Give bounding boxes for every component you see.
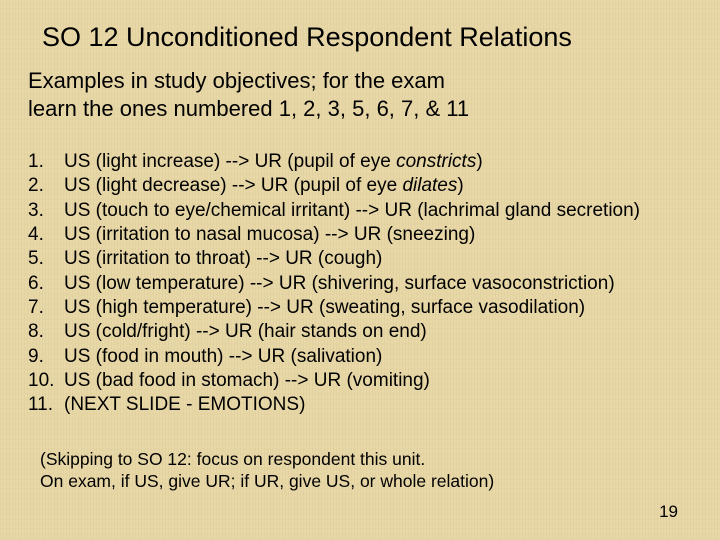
list-item-text: US (low temperature) --> UR (shivering, … xyxy=(64,272,615,296)
list-item: 10.US (bad food in stomach) --> UR (vomi… xyxy=(28,369,692,393)
list-item-number: 1. xyxy=(28,150,64,174)
footnote-line-2: On exam, if US, give UR; if UR, give US,… xyxy=(40,471,692,493)
list-item-text: US (cold/fright) --> UR (hair stands on … xyxy=(64,320,427,344)
list-item-text: US (food in mouth) --> UR (salivation) xyxy=(64,345,382,369)
list-item: 1.US (light increase) --> UR (pupil of e… xyxy=(28,150,692,174)
slide-title: SO 12 Unconditioned Respondent Relations xyxy=(42,22,692,53)
page-number: 19 xyxy=(659,502,678,522)
list-item-text: US (irritation to nasal mucosa) --> UR (… xyxy=(64,223,475,247)
list-item: 9.US (food in mouth) --> UR (salivation) xyxy=(28,345,692,369)
list-item: 7.US (high temperature) --> UR (sweating… xyxy=(28,296,692,320)
numbered-list: 1.US (light increase) --> UR (pupil of e… xyxy=(28,150,692,417)
list-item: 6.US (low temperature) --> UR (shivering… xyxy=(28,272,692,296)
footnote: (Skipping to SO 12: focus on respondent … xyxy=(40,449,692,493)
list-item-number: 2. xyxy=(28,174,64,198)
list-item-number: 9. xyxy=(28,345,64,369)
list-item-number: 7. xyxy=(28,296,64,320)
list-item-text: US (bad food in stomach) --> UR (vomitin… xyxy=(64,369,430,393)
list-item-number: 10. xyxy=(28,369,64,393)
list-item: 11.(NEXT SLIDE - EMOTIONS) xyxy=(28,393,692,417)
slide-subtitle: Examples in study objectives; for the ex… xyxy=(28,67,692,122)
list-item-number: 6. xyxy=(28,272,64,296)
list-item-number: 3. xyxy=(28,199,64,223)
footnote-line-1: (Skipping to SO 12: focus on respondent … xyxy=(40,449,692,471)
list-item-text: US (light increase) --> UR (pupil of eye… xyxy=(64,150,483,174)
list-item-number: 11. xyxy=(28,393,64,417)
list-item: 8.US (cold/fright) --> UR (hair stands o… xyxy=(28,320,692,344)
subtitle-line-1: Examples in study objectives; for the ex… xyxy=(28,67,692,95)
list-item-text: US (touch to eye/chemical irritant) --> … xyxy=(64,199,640,223)
list-item-number: 8. xyxy=(28,320,64,344)
subtitle-line-2: learn the ones numbered 1, 2, 3, 5, 6, 7… xyxy=(28,95,692,123)
list-item-text: US (high temperature) --> UR (sweating, … xyxy=(64,296,585,320)
list-item: 4.US (irritation to nasal mucosa) --> UR… xyxy=(28,223,692,247)
list-item-text: US (irritation to throat) --> UR (cough) xyxy=(64,247,382,271)
slide-content: SO 12 Unconditioned Respondent Relations… xyxy=(0,0,720,493)
list-item: 2.US (light decrease) --> UR (pupil of e… xyxy=(28,174,692,198)
list-item-text: US (light decrease) --> UR (pupil of eye… xyxy=(64,174,464,198)
list-item: 5.US (irritation to throat) --> UR (coug… xyxy=(28,247,692,271)
list-item: 3.US (touch to eye/chemical irritant) --… xyxy=(28,199,692,223)
list-item-number: 5. xyxy=(28,247,64,271)
list-item-number: 4. xyxy=(28,223,64,247)
list-item-text: (NEXT SLIDE - EMOTIONS) xyxy=(64,393,305,417)
